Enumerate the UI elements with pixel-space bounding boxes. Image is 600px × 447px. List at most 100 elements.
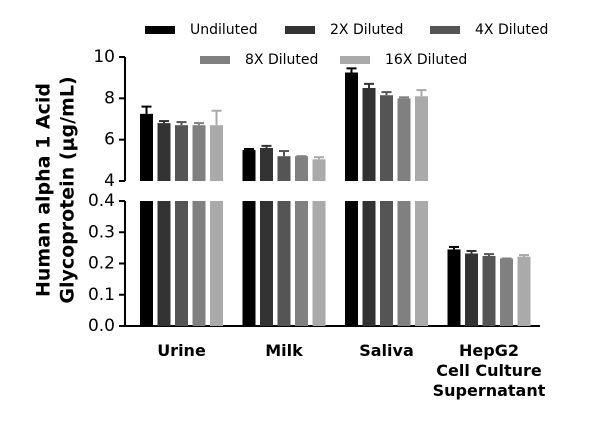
x-tick-label: Milk [265, 341, 303, 360]
y-tick-label: 4 [104, 171, 115, 191]
bar-segment [397, 98, 411, 181]
bar-segment [277, 156, 291, 181]
bar-segment [465, 253, 478, 326]
legend-swatch [200, 56, 230, 64]
bar [397, 98, 411, 326]
bar-segment [482, 256, 496, 326]
error-bar [364, 82, 374, 88]
y-tick-label: 10 [93, 47, 115, 67]
legend-swatch [145, 26, 175, 34]
bar-segment [210, 125, 223, 181]
bar [517, 256, 531, 326]
bar [210, 125, 223, 326]
bar-segment [415, 96, 428, 181]
bar [415, 96, 428, 326]
y-tick-label: 0.4 [88, 191, 115, 211]
legend-label: 8X Diluted [245, 52, 318, 68]
y-tick-label: 6 [104, 130, 115, 150]
bar-segment [260, 147, 273, 181]
bar-segment [277, 201, 291, 326]
bar [192, 125, 206, 326]
y-tick-label: 8 [104, 88, 115, 108]
error-bar [519, 254, 529, 257]
legend-swatch [340, 56, 370, 64]
bar [447, 249, 461, 326]
bar-segment [312, 159, 326, 181]
bar-segment [192, 125, 206, 181]
error-bar [211, 109, 222, 126]
legend-label: 16X Diluted [385, 52, 467, 68]
error-bar [176, 121, 187, 126]
y-tick-label: 0.0 [88, 316, 115, 336]
bar [312, 159, 326, 326]
bar [260, 147, 273, 326]
y-tick-label: 0.1 [88, 285, 115, 305]
bar [380, 95, 393, 326]
bar [175, 125, 188, 326]
error-bar [346, 67, 357, 73]
bar [140, 113, 153, 326]
bar-segment [345, 72, 358, 181]
bar-segment [175, 125, 188, 181]
error-bar [381, 91, 392, 96]
bar [362, 88, 376, 326]
bar-segment [140, 113, 153, 181]
error-bar [159, 120, 169, 124]
y-axis-title: Glycoprotein (μg/mL) [57, 76, 79, 303]
bar-segment [312, 201, 326, 326]
error-bar [466, 250, 477, 254]
bar-segment [500, 258, 513, 326]
legend-swatch [285, 26, 315, 34]
bar [277, 156, 291, 326]
bar-segment [210, 201, 223, 326]
error-bar [244, 147, 254, 150]
x-tick-label: Urine [157, 341, 206, 360]
bar-segment [295, 201, 308, 326]
bar-segment [175, 201, 188, 326]
y-axis-title: Human alpha 1 Acid [33, 83, 55, 297]
error-bar [399, 96, 409, 99]
bar [465, 253, 478, 326]
y-tick-label: 0.2 [88, 254, 115, 274]
bar [500, 258, 513, 326]
bar [295, 156, 308, 326]
bar-segment [380, 95, 393, 181]
error-bar [484, 253, 494, 256]
bar-segment [157, 201, 171, 326]
legend-label: Undiluted [190, 22, 258, 38]
bar-segment [260, 201, 273, 326]
error-bar [449, 245, 459, 250]
bar-segment [242, 150, 256, 181]
bar [482, 256, 496, 326]
bar-segment [192, 201, 206, 326]
x-tick-label: HepG2 Cell Culture Supernatant [432, 341, 546, 400]
legend-label: 2X Diluted [330, 22, 403, 38]
error-bar [261, 144, 272, 148]
bar-segment [397, 201, 411, 326]
bar-segment [380, 201, 393, 326]
bar [345, 72, 358, 326]
error-bar [141, 105, 152, 114]
bar-segment [447, 249, 461, 326]
x-tick-label: Saliva [359, 341, 414, 360]
legend-swatch [430, 26, 460, 34]
error-bar [314, 156, 324, 160]
bar-segment [362, 201, 376, 326]
error-bar [416, 89, 427, 97]
bar-segment [157, 123, 171, 181]
bar-segment [140, 201, 153, 326]
legend-label: 4X Diluted [475, 22, 548, 38]
y-tick-label: 0.3 [88, 222, 115, 242]
error-bar [279, 150, 289, 157]
bar-segment [242, 201, 256, 326]
bar-segment [517, 256, 531, 326]
bar-segment [362, 88, 376, 181]
bar-segment [295, 156, 308, 181]
bar [157, 123, 171, 326]
bar-segment [415, 201, 428, 326]
bar-segment [345, 201, 358, 326]
error-bar [194, 122, 204, 126]
bar [242, 150, 256, 326]
